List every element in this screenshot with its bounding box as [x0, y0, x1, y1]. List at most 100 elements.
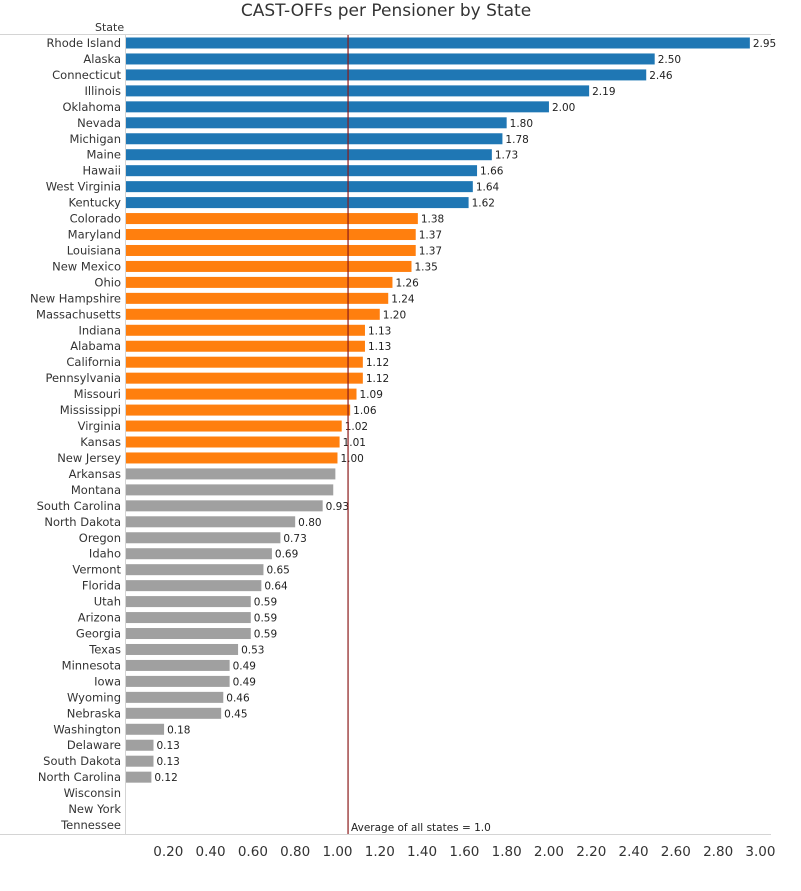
bar: [126, 324, 365, 336]
bar: [126, 628, 251, 640]
bar: [126, 101, 549, 113]
x-tick-label: 2.40: [619, 844, 649, 860]
category-label: Louisiana: [67, 243, 121, 257]
category-label: Michigan: [69, 132, 121, 146]
category-label: Washington: [53, 722, 121, 736]
category-label: South Carolina: [37, 499, 121, 513]
category-label: Oklahoma: [62, 100, 121, 114]
bar: [126, 69, 647, 81]
value-label: 1.78: [505, 134, 528, 146]
bar: [126, 643, 239, 655]
category-label: Virginia: [78, 419, 121, 433]
bar: [126, 675, 230, 687]
category-label: Maine: [86, 148, 121, 162]
x-tick-label: 3.00: [745, 844, 775, 860]
bar: [126, 659, 230, 671]
bar: [126, 420, 342, 432]
bar: [126, 165, 478, 177]
category-label: Minnesota: [62, 658, 121, 672]
value-label: 0.59: [254, 597, 277, 609]
category-header: State: [95, 21, 124, 34]
bar: [126, 564, 264, 576]
category-label: Nevada: [77, 116, 121, 130]
bar: [126, 356, 363, 368]
value-label: 1.62: [472, 198, 495, 210]
x-tick-label: 0.20: [153, 844, 183, 860]
value-label: 0.45: [224, 708, 247, 720]
bar: [126, 308, 380, 320]
category-label: Illinois: [85, 84, 122, 98]
value-label: 1.66: [480, 166, 504, 178]
x-tick-label: 0.40: [196, 844, 226, 860]
bar: [126, 771, 152, 783]
bar: [126, 197, 469, 209]
value-label: 0.49: [233, 676, 256, 688]
bar: [126, 53, 655, 65]
bar: [126, 149, 492, 161]
value-label: 0.64: [264, 581, 288, 593]
category-label: Rhode Island: [46, 36, 121, 50]
value-label: 1.12: [366, 373, 389, 385]
category-label: New York: [68, 802, 121, 816]
bars: [126, 37, 750, 783]
bar: [126, 133, 503, 145]
x-tick-label: 2.60: [661, 844, 691, 860]
value-label: 0.13: [156, 740, 179, 752]
x-tick-label: 2.00: [534, 844, 564, 860]
value-label: 2.00: [552, 102, 575, 114]
bar: [126, 548, 272, 560]
category-label: Alabama: [70, 339, 121, 353]
category-label: Missouri: [74, 387, 121, 401]
category-label: Alaska: [83, 52, 121, 66]
value-label: 0.93: [326, 501, 349, 513]
value-label: 2.46: [649, 70, 673, 82]
category-label: New Mexico: [52, 259, 121, 273]
bar: [126, 516, 296, 528]
category-labels: Rhode Island Alaska Connecticut Illinois Okl…: [30, 36, 121, 832]
value-label: 1.26: [395, 277, 419, 289]
bar: [126, 755, 154, 767]
bar: [126, 229, 416, 241]
category-label: Oregon: [79, 531, 121, 545]
x-tick-label: 0.80: [280, 844, 310, 860]
value-label: 0.46: [226, 692, 250, 704]
category-label: California: [66, 355, 121, 369]
category-label: Montana: [71, 483, 121, 497]
x-tick-label: 2.20: [576, 844, 606, 860]
category-label: Wyoming: [67, 690, 121, 704]
bar: [126, 580, 262, 592]
bar: [126, 612, 251, 624]
value-label: 0.13: [156, 756, 179, 768]
category-label: Arkansas: [69, 467, 121, 481]
value-label: 1.20: [383, 309, 406, 321]
x-tick-label: 0.60: [238, 844, 268, 860]
value-label: 0.18: [167, 724, 190, 736]
category-label: North Carolina: [38, 770, 121, 784]
value-label: 0.12: [154, 772, 177, 784]
category-label: New Jersey: [57, 451, 121, 465]
category-label: Georgia: [76, 627, 121, 641]
bar: [126, 436, 340, 448]
value-label: 2.19: [592, 86, 615, 98]
value-label: 1.13: [368, 341, 391, 353]
category-label: South Dakota: [43, 754, 121, 768]
bar: [126, 276, 393, 288]
value-label: 0.80: [298, 517, 321, 529]
average-reference-label: Average of all states = 1.0: [351, 822, 491, 834]
bar: [126, 372, 363, 384]
x-axis-ticks: 0.20 0.40 0.60 0.80 1.00 1.20 1.40 1.60 1.80 2.00…: [153, 844, 775, 860]
category-label: New Hampshire: [30, 291, 121, 305]
value-label: 0.73: [283, 533, 306, 545]
category-label: Mississippi: [60, 403, 121, 417]
category-label: Colorado: [70, 212, 121, 226]
category-label: Kentucky: [68, 196, 121, 210]
bar: [126, 260, 412, 272]
category-label: Hawaii: [82, 164, 121, 178]
value-label: 1.35: [414, 261, 437, 273]
value-label: 1.13: [368, 325, 391, 337]
value-label: 1.37: [419, 245, 442, 257]
bar: [126, 596, 251, 608]
bar: [126, 707, 222, 719]
category-label: Texas: [88, 642, 121, 656]
